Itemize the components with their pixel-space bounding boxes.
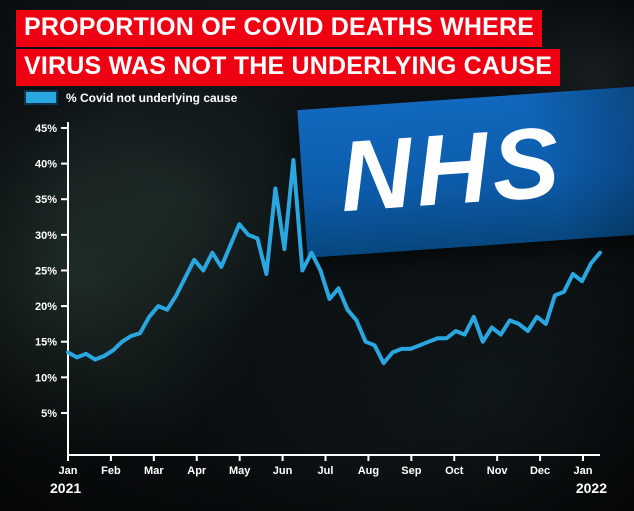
x-tick-label: Nov xyxy=(487,465,509,477)
x-tick-label: Dec xyxy=(530,465,550,477)
legend-label: % Covid not underlying cause xyxy=(66,90,238,105)
x-tick-label: Jan xyxy=(59,465,78,477)
x-tick-label: Jan xyxy=(574,465,593,477)
x-tick-label: Oct xyxy=(445,465,464,477)
y-tick-label: 20% xyxy=(35,301,57,313)
y-tick-label: 15% xyxy=(35,337,57,349)
covid-line-series xyxy=(66,158,602,366)
y-tick-label: 5% xyxy=(41,408,57,420)
y-tick-label: 35% xyxy=(35,194,57,206)
x-tick-label: Mar xyxy=(144,465,164,477)
x-tick-label: Sep xyxy=(401,465,421,477)
title-line-1: PROPORTION OF COVID DEATHS WHERE xyxy=(16,10,543,47)
legend-swatch xyxy=(24,90,58,105)
title-line-2: VIRUS WAS NOT THE UNDERLYING CAUSE xyxy=(16,49,561,86)
x-tick-label: Apr xyxy=(187,465,207,477)
x-tick-label: Feb xyxy=(101,465,121,477)
x-tick-label: May xyxy=(229,465,251,477)
y-tick-label: 10% xyxy=(35,372,57,384)
y-tick-label: 45% xyxy=(35,123,57,135)
year-start-label: 2021 xyxy=(50,480,81,496)
x-tick-label: Jul xyxy=(318,465,334,477)
x-tick-label: Jun xyxy=(273,465,293,477)
y-tick-label: 40% xyxy=(35,159,57,171)
y-tick-label: 25% xyxy=(35,265,57,277)
y-tick-label: 30% xyxy=(35,230,57,242)
x-tick-label: Aug xyxy=(358,465,379,477)
chart-title: PROPORTION OF COVID DEATHS WHERE VIRUS W… xyxy=(16,10,561,88)
year-end-label: 2022 xyxy=(576,480,607,496)
legend: % Covid not underlying cause xyxy=(24,90,237,105)
